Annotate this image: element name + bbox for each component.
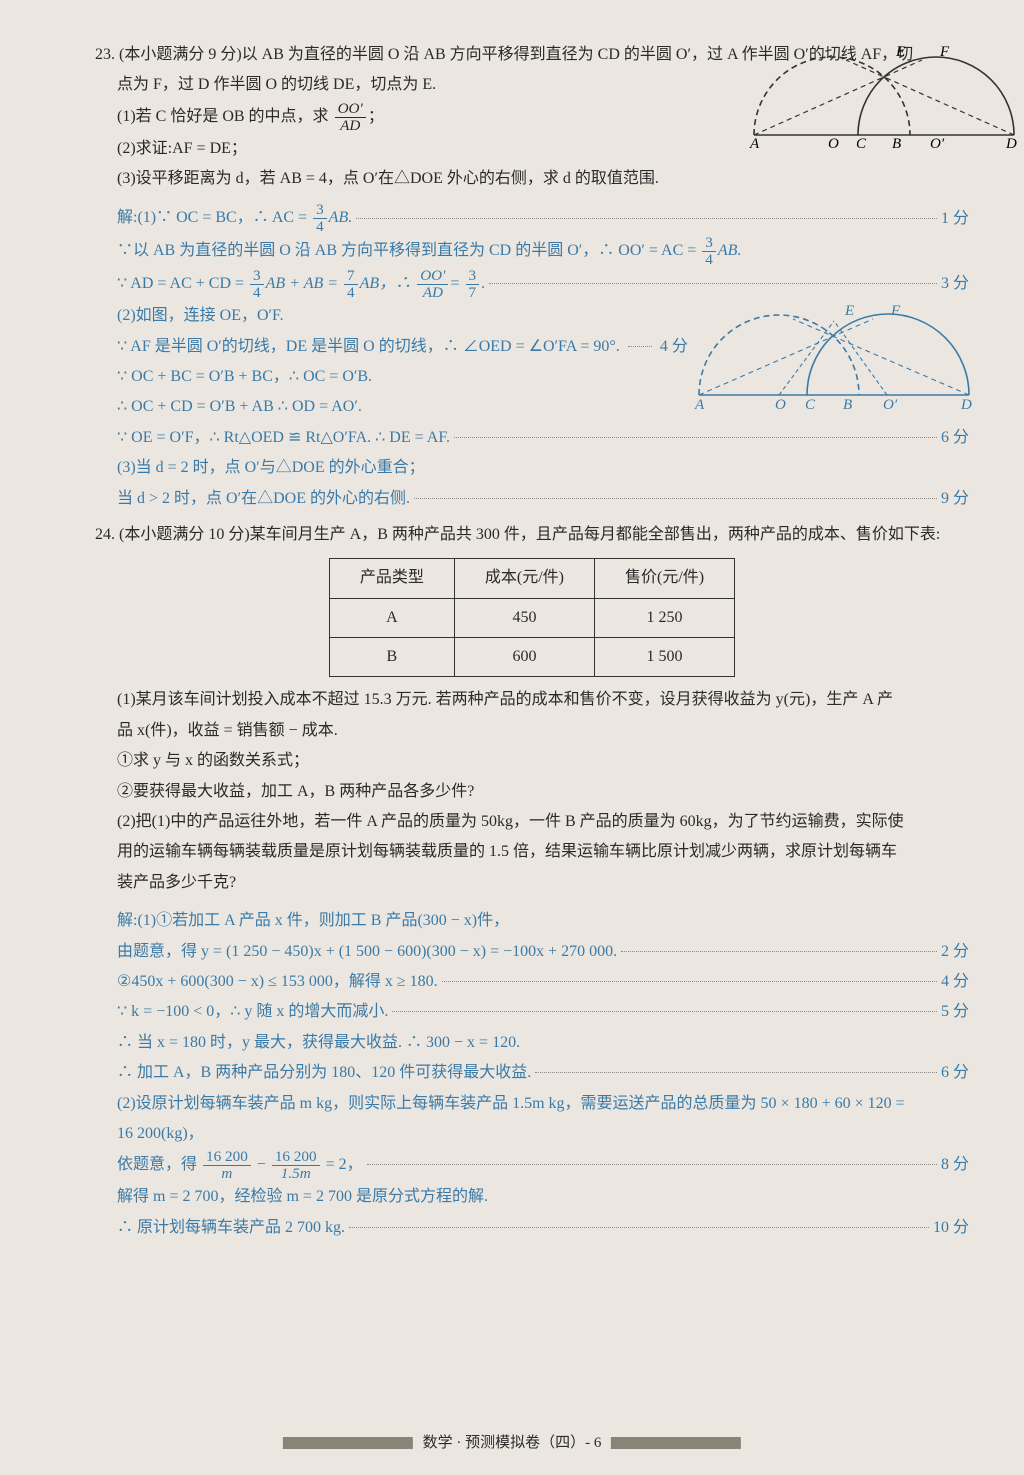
q23-sol-l3-score: 3 分 xyxy=(941,269,969,299)
q23-sol-l10: 当 d > 2 时，点 O′在△DOE 的外心的右侧. xyxy=(117,484,410,514)
q23-sol-l5-score: 4 分 xyxy=(660,338,688,355)
q24-sol-l8-score: 8 分 xyxy=(941,1150,969,1180)
q23-sol-l10-score: 9 分 xyxy=(941,484,969,514)
svg-text:A: A xyxy=(694,397,705,412)
svg-text:E: E xyxy=(895,44,905,60)
q24-table: 产品类型 成本(元/件) 售价(元/件) A 450 1 250 B 600 1… xyxy=(329,558,735,677)
q24-sol-l8: 依题意，得 16 200m − 16 2001.5m = 2， xyxy=(117,1149,363,1182)
q24-sol-l10: ∴ 原计划每辆车装产品 2 700 kg. xyxy=(117,1213,345,1243)
q23-sol-l2: ∵以 AB 为直径的半圆 O 沿 AB 方向平移得到直径为 CD 的半圆 O′，… xyxy=(117,235,969,268)
q23-sol-l8-score: 6 分 xyxy=(941,423,969,453)
q23-figure-2: A O C B O′ D E F xyxy=(689,297,979,423)
q23-figure-1: A O C B O′ D E F xyxy=(744,40,1024,161)
q24-p1a: (1)某月该车间计划投入成本不超过 15.3 万元. 若两种产品的成本和售价不变… xyxy=(117,685,969,715)
q24-sol-l10-score: 10 分 xyxy=(933,1213,969,1243)
svg-text:B: B xyxy=(843,397,852,412)
q24-p2c: 装产品多少千克? xyxy=(117,868,969,898)
q23-p1-frac: OO′ AD xyxy=(335,101,366,134)
q24-p1b: 品 x(件)，收益 = 销售额 − 成本. xyxy=(117,716,969,746)
q24-p2b: 用的运输车辆每辆装载质量是原计划每辆装载质量的 1.5 倍，结果运输车辆比原计划… xyxy=(117,837,969,867)
svg-text:D: D xyxy=(1005,136,1017,150)
table-row: A 450 1 250 xyxy=(329,598,734,637)
q24-sol-l3-score: 4 分 xyxy=(941,967,969,997)
q24-sol-l2-score: 2 分 xyxy=(941,937,969,967)
q24-sol-l1: 解:(1)①若加工 A 产品 x 件，则加工 B 产品(300 − x)件， xyxy=(117,906,969,936)
q23-sol-l1-score: 1 分 xyxy=(941,204,969,234)
q24-sol-l4: ∵ k = −100 < 0，∴ y 随 x 的增大而减小. xyxy=(117,997,388,1027)
q24-sol-l5: ∴ 当 x = 180 时，y 最大，获得最大收益. ∴ 300 − x = 1… xyxy=(117,1028,969,1058)
svg-text:B: B xyxy=(892,136,901,150)
q24-sol-l7a: (2)设原计划每辆车装产品 m kg，则实际上每辆车装产品 1.5m kg，需要… xyxy=(117,1089,969,1119)
svg-text:D: D xyxy=(960,397,972,412)
q24-sol-l9: 解得 m = 2 700，经检验 m = 2 700 是原分式方程的解. xyxy=(117,1182,969,1212)
q23-p1-a: (1)若 C 恰好是 OB 的中点，求 xyxy=(117,108,329,125)
svg-text:O: O xyxy=(828,136,839,150)
svg-text:C: C xyxy=(805,397,816,412)
q24-sol-l3: ②450x + 600(300 − x) ≤ 153 000，解得 x ≥ 18… xyxy=(117,967,438,997)
q24-points: (本小题满分 10 分) xyxy=(119,526,250,543)
svg-text:O: O xyxy=(775,397,786,412)
svg-text:C: C xyxy=(856,136,867,150)
q24-sol-l7b: 16 200(kg)， xyxy=(117,1119,969,1149)
svg-text:A: A xyxy=(749,136,760,150)
q23-p1-b: ； xyxy=(368,108,384,125)
q24-stem: 某车间月生产 A，B 两种产品共 300 件，且产品每月都能全部售出，两种产品的… xyxy=(250,526,941,543)
q24-p1-1: ①求 y 与 x 的函数关系式； xyxy=(117,746,969,776)
q23-sol-l8: ∵ OE = O′F，∴ Rt△OED ≌ Rt△O′FA. ∴ DE = AF… xyxy=(117,423,450,453)
q23-number: 23. xyxy=(95,46,115,63)
svg-text:O′: O′ xyxy=(930,136,945,150)
q24-p1-2: ②要获得最大收益，加工 A，B 两种产品各多少件? xyxy=(117,777,969,807)
q24-sol-l6-score: 6 分 xyxy=(941,1058,969,1088)
q23-sol-l9: (3)当 d = 2 时，点 O′与△DOE 的外心重合； xyxy=(117,453,969,483)
q24-number: 24. xyxy=(95,526,115,543)
table-row: 产品类型 成本(元/件) 售价(元/件) xyxy=(329,559,734,598)
page-footer: 数学 · 预测模拟卷（四）- 6 xyxy=(283,1429,741,1458)
q23-sol-l3: ∵ AD = AC + CD = 34AB + AB = 74AB，∴ OO′A… xyxy=(117,268,485,301)
q23-sol-l1: 解:(1)∵ OC = BC，∴ AC = 34AB. xyxy=(117,202,352,235)
q24-p2a: (2)把(1)中的产品运往外地，若一件 A 产品的质量为 50kg，一件 B 产… xyxy=(117,807,969,837)
q24-sol-l4-score: 5 分 xyxy=(941,997,969,1027)
svg-text:F: F xyxy=(890,303,901,319)
table-row: B 600 1 500 xyxy=(329,638,734,677)
q23-p3: (3)设平移距离为 d，若 AB = 4，点 O′在△DOE 外心的右侧，求 d… xyxy=(95,164,969,194)
q23-sol-l5a: ∵ AF 是半圆 O′的切线，DE 是半圆 O 的切线，∴ ∠OED = ∠O′… xyxy=(117,338,620,355)
svg-text:F: F xyxy=(939,44,950,60)
svg-text:E: E xyxy=(844,303,854,319)
q24-sol-l2: 由题意，得 y = (1 250 − 450)x + (1 500 − 600)… xyxy=(117,937,617,967)
q23-points: (本小题满分 9 分) xyxy=(119,46,242,63)
q24-sol-l6: ∴ 加工 A，B 两种产品分别为 180、120 件可获得最大收益. xyxy=(117,1058,531,1088)
svg-text:O′: O′ xyxy=(883,397,898,412)
